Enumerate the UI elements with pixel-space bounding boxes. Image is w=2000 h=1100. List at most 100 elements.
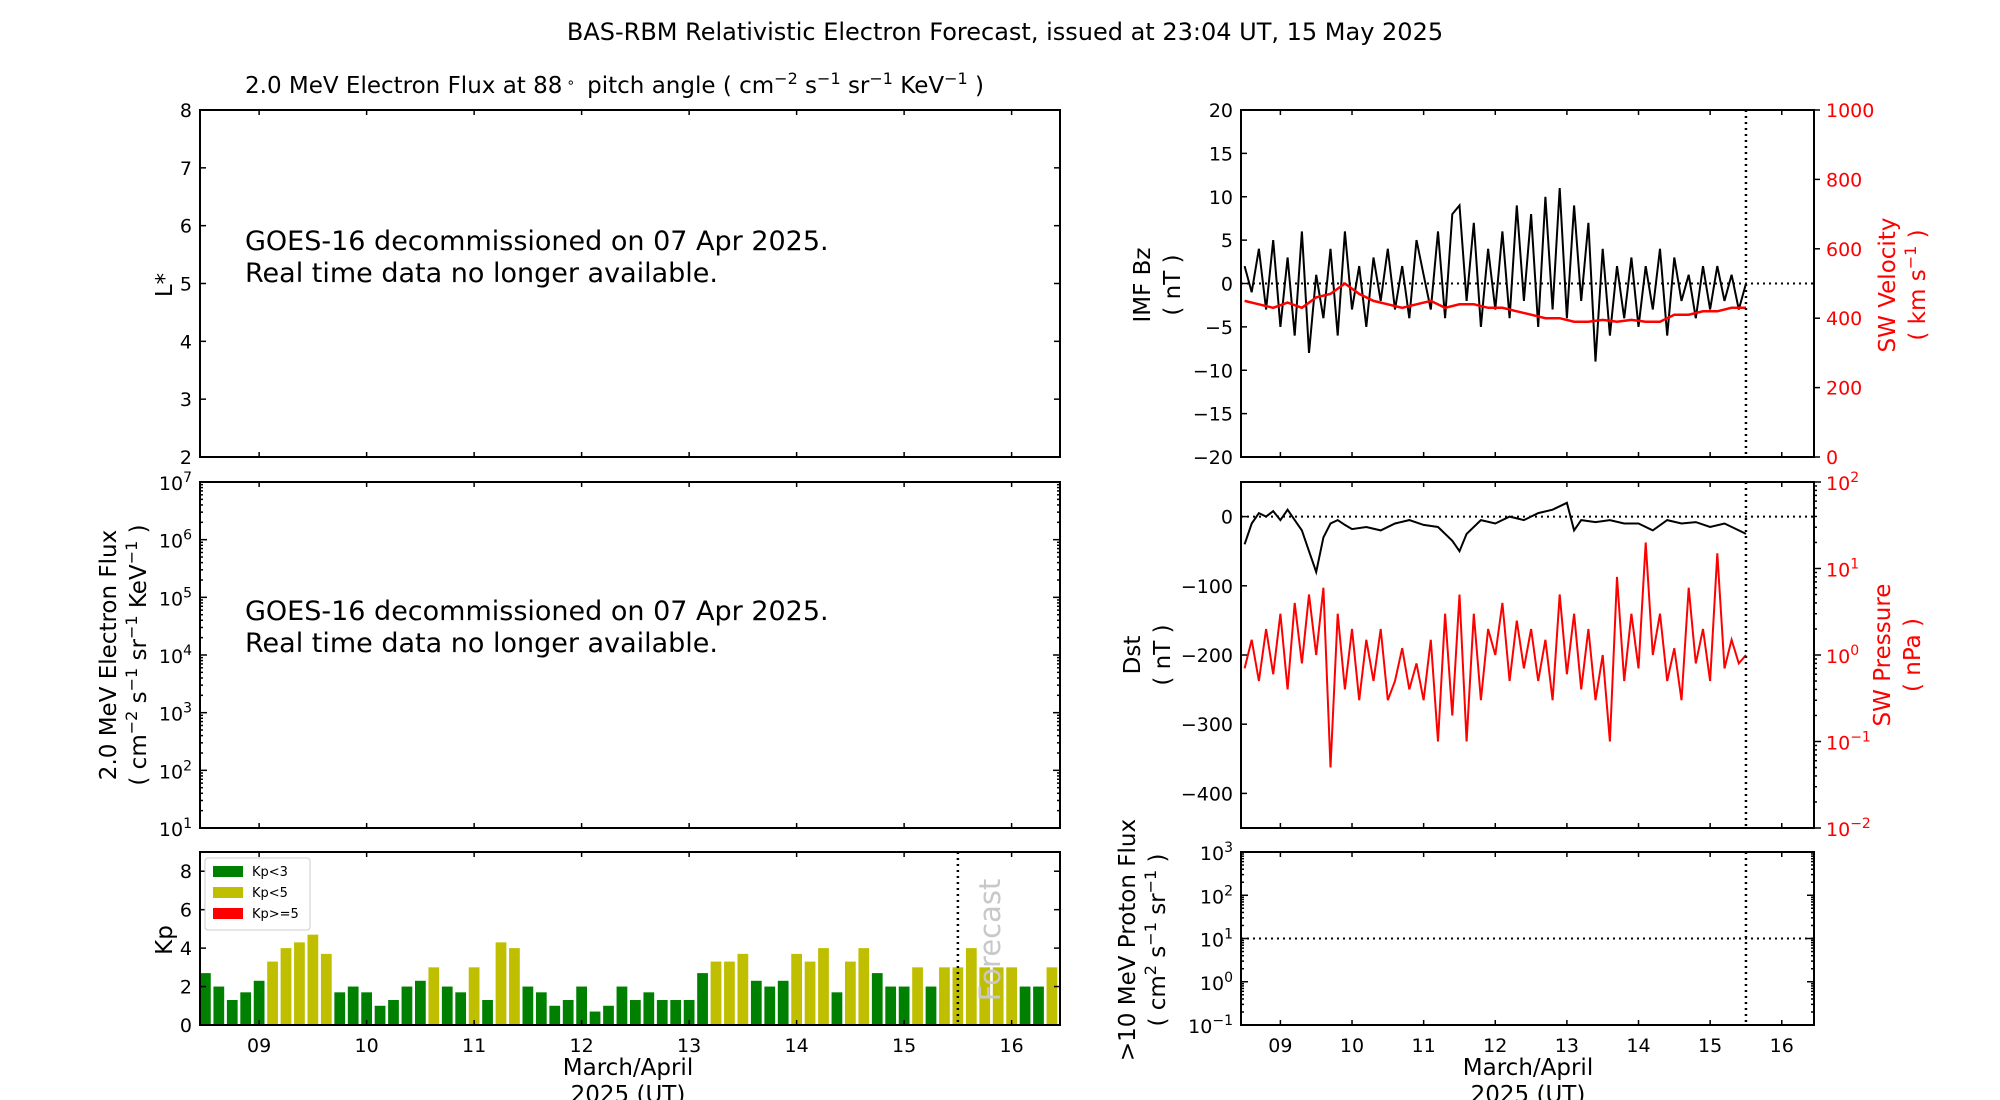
kp-bar — [401, 986, 413, 1025]
y-tick-label: 8 — [180, 861, 192, 883]
kp-bar — [361, 992, 372, 1025]
kp-bar — [670, 1000, 682, 1025]
y2-tick-label: 102 — [1826, 470, 1859, 495]
kp-bar — [1019, 986, 1031, 1025]
y-tick-label: −20 — [1193, 447, 1233, 469]
kp-bar — [965, 948, 977, 1025]
kp-bar — [428, 967, 440, 1025]
kp-bar — [267, 961, 278, 1025]
kp-bar — [724, 961, 735, 1025]
imf-y2-label-line1: SW Velocity — [1875, 218, 1901, 353]
kp-x-axis: 09 10 11 12 13 14 15 16 — [247, 852, 1024, 1057]
kp-x-label-line1: March/April — [563, 1055, 693, 1081]
proton-x-label-line2: 2025 (UT) — [1471, 1082, 1586, 1100]
flux-x-axis — [258, 482, 1013, 828]
kp-bar — [979, 967, 991, 1025]
dst-pressure-series — [1243, 542, 1747, 768]
y-tick-label: 2 — [180, 977, 192, 999]
y-tick-label: 103 — [1200, 840, 1233, 865]
x-tick-label: 11 — [1412, 1035, 1436, 1057]
y-tick-label: −200 — [1181, 645, 1233, 667]
proton-y-label-line1: >10 MeV Proton Flux — [1115, 819, 1141, 1061]
kp-legend: Kp<3 Kp<5 Kp>=5 — [204, 857, 311, 931]
y-tick-label: 10−1 — [1188, 1013, 1233, 1038]
y-tick-label: 0 — [1221, 274, 1233, 296]
y-tick-label: 6 — [180, 216, 192, 238]
imf-bz-series — [1243, 188, 1747, 362]
y-tick-label: 8 — [180, 100, 192, 122]
kp-panel: 0 2 4 6 8 09 10 11 12 13 14 15 16 Forecast Kp March… — [152, 851, 1061, 1100]
imf-y-axis: −20 −15 −10 −5 0 5 10 15 20 — [1193, 100, 1247, 469]
kp-bar — [253, 980, 265, 1025]
lstar-y-label: L* — [152, 273, 178, 297]
proton-x-axis: 09 10 11 12 13 14 15 16 — [1268, 852, 1794, 1057]
kp-bar — [804, 961, 816, 1025]
kp-bar — [307, 934, 319, 1025]
x-tick-label: 13 — [677, 1035, 701, 1057]
x-tick-label: 10 — [1340, 1035, 1364, 1057]
kp-plot-frame — [199, 851, 1061, 1026]
kp-bar — [912, 967, 923, 1025]
kp-y-label: Kp — [152, 925, 178, 955]
kp-bar — [482, 1000, 493, 1025]
flux-notice-line2: Real time data no longer available. — [245, 628, 718, 659]
y2-tick-label: 600 — [1826, 239, 1862, 261]
proton-panel: 10−1 100 101 102 103 09 10 11 12 13 14 15 16 >10 Me… — [1115, 819, 1815, 1100]
kp-bar — [871, 973, 883, 1025]
y2-tick-label: 1000 — [1826, 100, 1874, 122]
flux-y-axis: 101 102 103 104 105 106 107 — [159, 470, 1060, 841]
y-tick-label: 106 — [159, 528, 192, 553]
y-tick-label: 2 — [180, 447, 192, 469]
kp-bar — [562, 1000, 574, 1025]
x-tick-label: 14 — [785, 1035, 809, 1057]
kp-bar — [549, 1005, 561, 1025]
proton-y-axis: 10−1 100 101 102 103 — [1188, 840, 1814, 1038]
y-tick-label: −10 — [1193, 360, 1233, 382]
x-tick-label: 15 — [1698, 1035, 1722, 1057]
kp-bar — [468, 967, 480, 1025]
kp-bar — [240, 992, 252, 1025]
kp-bar — [347, 986, 359, 1025]
imf-y2-axis: 0 200 400 600 800 1000 — [1814, 100, 1874, 469]
kp-bar — [616, 986, 628, 1025]
kp-bar — [858, 948, 870, 1025]
kp-bar — [535, 992, 547, 1025]
y-tick-label: −5 — [1205, 317, 1233, 339]
kp-bar — [683, 1000, 695, 1025]
x-tick-label: 11 — [462, 1035, 486, 1057]
kp-bar — [589, 1011, 601, 1025]
kp-bar — [334, 992, 346, 1025]
kp-bar — [925, 986, 937, 1025]
y-tick-label: 101 — [159, 816, 192, 841]
dst-y-label-line2: ( nT ) — [1150, 624, 1176, 685]
y-tick-label: 0 — [180, 1015, 192, 1037]
imf-velocity-series — [1244, 281, 1746, 323]
kp-bar — [576, 986, 587, 1025]
x-tick-label: 15 — [892, 1035, 916, 1057]
y-tick-label: 5 — [180, 274, 192, 296]
y-tick-label: 102 — [159, 758, 192, 783]
dst-y-label-line1: Dst — [1120, 636, 1146, 675]
dst-y2-label-line2: ( nPa ) — [1900, 618, 1926, 692]
kp-bar — [603, 1005, 614, 1025]
y-tick-label: 102 — [1200, 883, 1233, 908]
x-tick-label: 09 — [247, 1035, 271, 1057]
kp-bar — [831, 992, 843, 1025]
proton-y-label-line2: ( cm2 s−1 sr−1 ) — [1141, 853, 1171, 1026]
y-tick-label: 4 — [180, 938, 192, 960]
kp-bar — [818, 948, 829, 1025]
kp-bar — [1006, 967, 1017, 1025]
y-tick-label: 20 — [1209, 100, 1233, 122]
lstar-y-axis: 2 3 4 5 6 7 8 — [180, 100, 1060, 469]
y2-tick-label: 101 — [1826, 557, 1859, 582]
kp-bar — [213, 986, 225, 1025]
kp-bar — [992, 967, 1004, 1025]
kp-bar — [522, 986, 534, 1025]
y-tick-label: 101 — [1200, 927, 1233, 952]
imf-y-label-line1: IMF Bz — [1130, 247, 1156, 322]
kp-bar — [320, 953, 332, 1025]
x-tick-label: 16 — [1000, 1035, 1024, 1057]
y2-tick-label: 10−1 — [1826, 730, 1871, 755]
